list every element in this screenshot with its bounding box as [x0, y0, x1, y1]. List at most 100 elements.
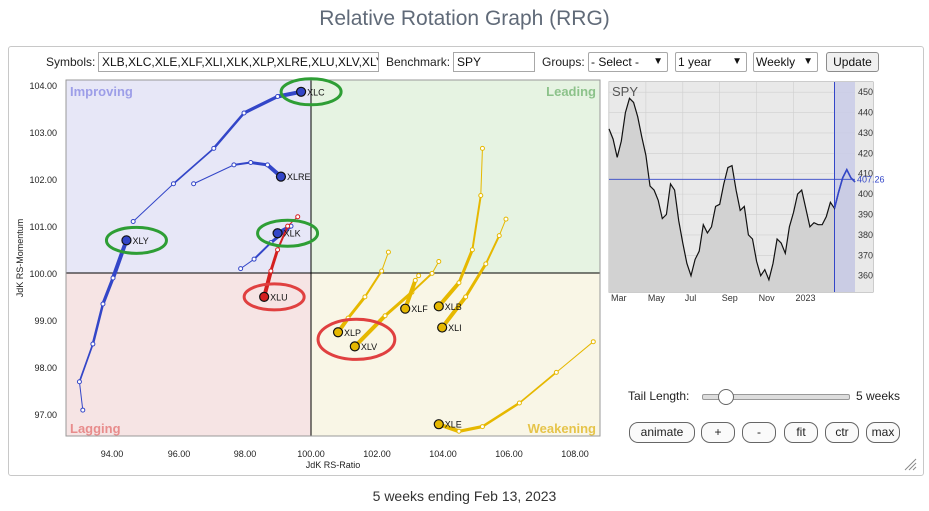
tail-segment-xlp [346, 295, 367, 320]
x-tick-label: 96.00 [168, 449, 191, 459]
tail-segment-xlc [242, 94, 280, 115]
tail-segment-xlk [240, 258, 255, 270]
y-tick-label: 101.00 [29, 222, 57, 232]
tail-point-xly [110, 275, 116, 281]
head-xly[interactable] [121, 235, 132, 246]
tail-point-xlb [478, 193, 484, 199]
tail-point-xlb [469, 247, 475, 253]
label-xly[interactable]: XLY [132, 236, 148, 246]
tail-segment-xly [111, 238, 129, 281]
tail-point-xlv [436, 259, 442, 265]
quadrant-improving-label: Improving [70, 84, 133, 99]
animate-button[interactable]: animate [629, 422, 695, 443]
benchmark-input[interactable]: SPY [453, 52, 535, 72]
x-tick-label: 106.00 [495, 449, 523, 459]
zoom-out-button[interactable]: - [742, 422, 776, 443]
label-xlb[interactable]: XLB [445, 302, 462, 312]
head-xlp[interactable] [332, 327, 344, 338]
tail-point-xlc [130, 218, 136, 224]
update-button[interactable]: Update [826, 52, 879, 72]
label-xlk[interactable]: XLK [284, 229, 301, 239]
tail-point-xlu [295, 214, 301, 220]
y-tick-label: 103.00 [29, 128, 57, 138]
label-xlre[interactable]: XLRE [287, 172, 311, 182]
head-xlc[interactable] [295, 86, 307, 97]
tail-point-xlc [241, 110, 247, 116]
x-tick-label: 102.00 [363, 449, 391, 459]
label-xlp[interactable]: XLP [344, 328, 361, 338]
zoom-in-button[interactable]: + [701, 422, 735, 443]
head-xlv[interactable] [349, 341, 360, 352]
head-xlf[interactable] [400, 303, 411, 314]
benchmark-label: Benchmark: [386, 55, 451, 69]
y-tick-label: 102.00 [29, 175, 57, 185]
tail-point-xli [483, 261, 489, 267]
tail-point-xle [590, 339, 596, 345]
symbols-label: Symbols: [46, 55, 96, 69]
max-button[interactable]: max [866, 422, 900, 443]
symbols-input[interactable]: XLB,XLC,XLE,XLF,XLI,XLK,XLP,XLRE,XLU,XLV… [98, 52, 379, 72]
head-xlk[interactable] [272, 228, 283, 239]
tail-point-xly [90, 341, 96, 347]
tail-point-xlb [479, 145, 485, 151]
highlight-ellipse-xlk [256, 218, 320, 248]
head-xle[interactable] [433, 419, 444, 430]
period-select[interactable]: 1 year ▼ [675, 52, 747, 72]
head-xlb[interactable] [433, 301, 444, 312]
tail-point-xlu [275, 247, 281, 253]
resize-handle-icon[interactable] [903, 457, 917, 471]
tail-point-xlv [429, 270, 435, 276]
label-xli[interactable]: XLI [448, 323, 462, 333]
fit-button[interactable]: fit [784, 422, 818, 443]
x-tick-label: 104.00 [429, 449, 457, 459]
tail-length-slider[interactable] [702, 389, 850, 405]
tail-point-xlf [416, 273, 422, 279]
frequency-select-value: Weekly [756, 55, 796, 69]
groups-select-value: - Select - [591, 55, 640, 69]
tail-point-xlu [268, 268, 274, 274]
tail-segment-xly [78, 343, 94, 383]
quadrant-lagging-bg [66, 273, 311, 436]
label-xlf[interactable]: XLF [411, 304, 428, 314]
tail-segment-xlp [381, 251, 389, 272]
chevron-down-icon: ▼ [653, 56, 663, 67]
tail-length-slider-thumb[interactable] [717, 389, 734, 405]
tail-point-xle [553, 369, 559, 375]
groups-select[interactable]: - Select - ▼ [588, 52, 668, 72]
head-xlre[interactable] [275, 171, 287, 182]
tail-point-xly [76, 379, 82, 385]
y-tick-label: 104.00 [29, 81, 57, 91]
center-button[interactable]: ctr [825, 422, 859, 443]
tail-segment-xlc [132, 183, 174, 222]
highlight-ellipse-xlu [242, 282, 306, 312]
x-tick-label: 100.00 [297, 449, 325, 459]
label-xle[interactable]: XLE [445, 420, 462, 430]
tail-point-xli [496, 233, 502, 239]
page-title: Relative Rotation Graph (RRG) [319, 7, 610, 30]
head-xli[interactable] [437, 322, 448, 333]
x-tick-label: 108.00 [561, 449, 589, 459]
tail-point-xlre [265, 162, 271, 168]
tail-point-xlk [238, 266, 244, 272]
tail-point-xlp [362, 294, 368, 300]
head-xlu[interactable] [259, 291, 270, 303]
tail-point-xlc [211, 145, 217, 151]
x-axis-label: JdK RS-Ratio [306, 460, 361, 470]
tail-point-xle [479, 424, 485, 430]
label-xlv[interactable]: XLV [361, 342, 377, 352]
label-xlc[interactable]: XLC [307, 87, 325, 97]
tail-segment-xle [555, 341, 594, 373]
quadrant-lagging-label: Lagging [70, 421, 121, 436]
label-xlu[interactable]: XLU [270, 292, 288, 302]
tail-segment-xlv [352, 313, 388, 349]
tail-length-label: Tail Length: [628, 389, 690, 403]
tail-segment-xlb [457, 248, 474, 285]
frequency-select[interactable]: Weekly ▼ [753, 52, 818, 72]
tail-segment-xli [440, 294, 468, 330]
tail-segment-xli [498, 218, 507, 237]
tail-segment-xle [457, 424, 485, 433]
tail-segment-xlu [269, 248, 280, 273]
y-tick-label: 99.00 [34, 316, 57, 326]
tail-segment-xlre [232, 161, 252, 166]
